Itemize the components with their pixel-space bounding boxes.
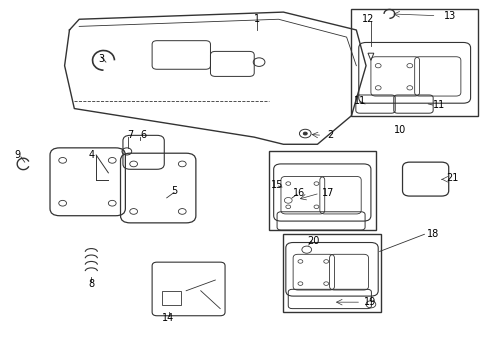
Text: 13: 13 bbox=[443, 12, 455, 21]
Bar bbox=[268, 152, 375, 230]
Text: 12: 12 bbox=[362, 14, 374, 24]
Bar bbox=[351, 9, 477, 116]
Text: 9: 9 bbox=[15, 150, 20, 160]
Text: 21: 21 bbox=[446, 173, 458, 183]
Text: 10: 10 bbox=[393, 125, 406, 135]
Bar bbox=[162, 291, 181, 305]
Text: 2: 2 bbox=[326, 130, 333, 140]
Text: 5: 5 bbox=[171, 186, 178, 196]
Text: 8: 8 bbox=[88, 279, 94, 289]
Text: 15: 15 bbox=[271, 180, 283, 190]
Text: 20: 20 bbox=[307, 236, 320, 246]
Text: 3: 3 bbox=[99, 54, 104, 64]
Text: 1: 1 bbox=[254, 14, 260, 24]
Text: 11: 11 bbox=[354, 96, 366, 106]
Text: 16: 16 bbox=[292, 188, 305, 198]
Circle shape bbox=[303, 132, 306, 135]
Text: 11: 11 bbox=[432, 100, 445, 110]
Text: 14: 14 bbox=[162, 312, 174, 323]
Text: 17: 17 bbox=[322, 188, 334, 198]
Text: 6: 6 bbox=[140, 130, 146, 140]
Text: 18: 18 bbox=[426, 229, 438, 239]
Bar bbox=[283, 234, 380, 312]
Text: 19: 19 bbox=[363, 297, 375, 307]
Text: 7: 7 bbox=[126, 130, 133, 140]
Text: 4: 4 bbox=[89, 150, 95, 160]
